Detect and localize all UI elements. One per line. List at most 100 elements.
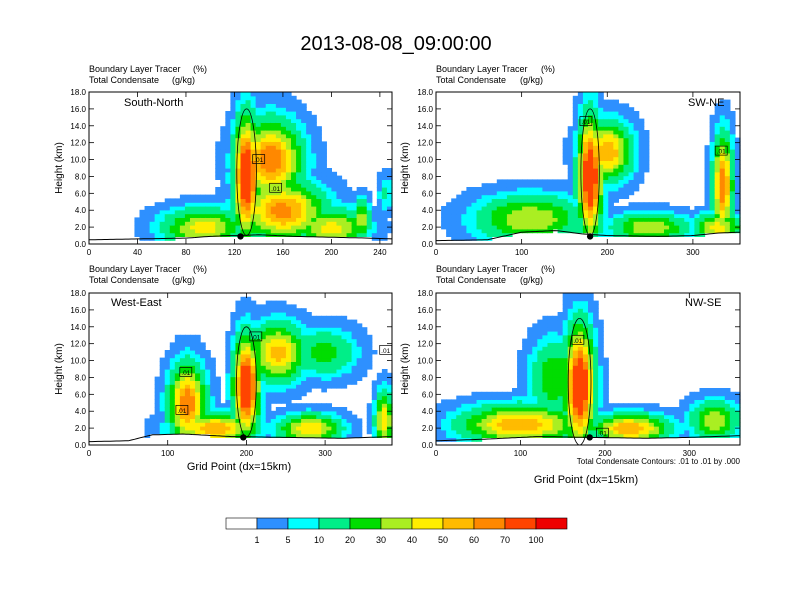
heatmap-cell [532, 376, 538, 381]
heatmap-cell [296, 426, 302, 431]
heatmap-cell [598, 346, 604, 351]
heatmap-cell [603, 137, 609, 142]
heatmap-cell [643, 168, 650, 173]
heatmap-cell [316, 433, 322, 438]
heatmap-cell [436, 437, 442, 442]
heatmap-cell [557, 183, 564, 188]
heatmap-cell [577, 380, 584, 385]
heatmap-cell [532, 338, 538, 343]
panel-label: NW-SE [685, 297, 721, 309]
heatmap-cell [633, 206, 640, 211]
heatmap-cell [547, 395, 554, 400]
heatmap-cell [291, 433, 297, 438]
heatmap-cell [552, 365, 559, 370]
heatmap-cell [618, 407, 625, 412]
heatmap-cell [301, 114, 307, 120]
heatmap-cell [210, 410, 216, 416]
heatmap-cell [291, 221, 297, 226]
heatmap-cell [280, 319, 287, 324]
heatmap-cell [326, 206, 332, 211]
heatmap-cell [285, 175, 292, 180]
heatmap-cell [557, 323, 564, 328]
heatmap-cell [184, 194, 191, 199]
heatmap-cell [694, 228, 701, 234]
heatmap-cell [486, 395, 493, 400]
heatmap-cell [481, 232, 488, 237]
heatmap-cell [200, 384, 206, 389]
heatmap-cell [719, 399, 726, 404]
heatmap-cell [582, 152, 589, 158]
heatmap-cell [311, 156, 317, 161]
heatmap-cell [235, 95, 242, 101]
heatmap-cell [220, 130, 226, 135]
heatmap-cell [184, 388, 191, 393]
heatmap-cell [301, 414, 307, 419]
heatmap-cell [471, 221, 478, 226]
heatmap-cell [593, 175, 599, 180]
heatmap-cell [386, 399, 393, 404]
heatmap-cell [501, 407, 508, 412]
heatmap-cell [321, 361, 327, 366]
contour-label-box [596, 427, 609, 438]
heatmap-cell [709, 202, 716, 207]
heatmap-cell [270, 118, 277, 123]
heatmap-cell [210, 414, 216, 419]
heatmap-cell [582, 126, 589, 131]
heatmap-cell [235, 126, 242, 131]
heatmap-cell [446, 221, 452, 226]
heatmap-cell [537, 376, 543, 381]
heatmap-cell [215, 149, 221, 154]
heatmap-cell [260, 141, 267, 146]
heatmap-cell [674, 426, 680, 431]
heatmap-cell [255, 304, 262, 309]
heatmap-cell [351, 433, 358, 438]
heatmap-cell [321, 342, 327, 347]
heatmap-cell [381, 433, 388, 438]
heatmap-cell [215, 228, 221, 234]
heatmap-cell [301, 429, 307, 435]
heatmap-cell [623, 422, 630, 427]
heatmap-cell [215, 209, 221, 215]
heatmap-cell [572, 179, 579, 184]
heatmap-cell [275, 209, 282, 215]
heatmap-cell [441, 209, 447, 215]
heatmap-cell [356, 422, 363, 427]
heatmap-cell [532, 202, 538, 207]
heatmap-cell [709, 209, 716, 215]
heatmap-cell [376, 228, 383, 234]
heatmap-cell [250, 209, 257, 215]
heatmap-cell [709, 407, 716, 412]
heatmap-cell [496, 206, 503, 211]
heatmap-cell [235, 168, 242, 173]
heatmap-cell [572, 206, 579, 211]
heatmap-cell [200, 350, 206, 355]
heatmap-cell [291, 338, 297, 343]
heatmap-cell [321, 323, 327, 328]
heatmap-cell [311, 160, 317, 165]
heatmap-cell [296, 164, 302, 169]
heatmap-cell [376, 410, 383, 416]
heatmap-cell [456, 403, 462, 408]
heatmap-cell [306, 380, 312, 385]
heatmap-cell [527, 198, 533, 203]
heatmap-cell [285, 160, 292, 165]
heatmap-cell [316, 164, 322, 169]
heatmap-cell [275, 156, 282, 161]
heatmap-cell [366, 190, 373, 196]
heatmap-cell [562, 327, 569, 332]
heatmap-cell [719, 209, 726, 215]
heatmap-cell [316, 126, 322, 131]
heatmap-cell [301, 137, 307, 142]
heatmap-cell [593, 225, 599, 230]
heatmap-cell [734, 395, 741, 400]
heatmap-cell [679, 426, 685, 431]
heatmap-cell [296, 137, 302, 142]
heatmap-cell [598, 225, 604, 230]
heatmap-cell [280, 422, 287, 427]
colorbar-swatch [225, 517, 258, 530]
heatmap-cell [623, 426, 630, 431]
heatmap-cell [346, 187, 353, 192]
heatmap-cell [210, 391, 216, 397]
heatmap-cell [356, 194, 363, 199]
heatmap-cell [557, 353, 564, 359]
